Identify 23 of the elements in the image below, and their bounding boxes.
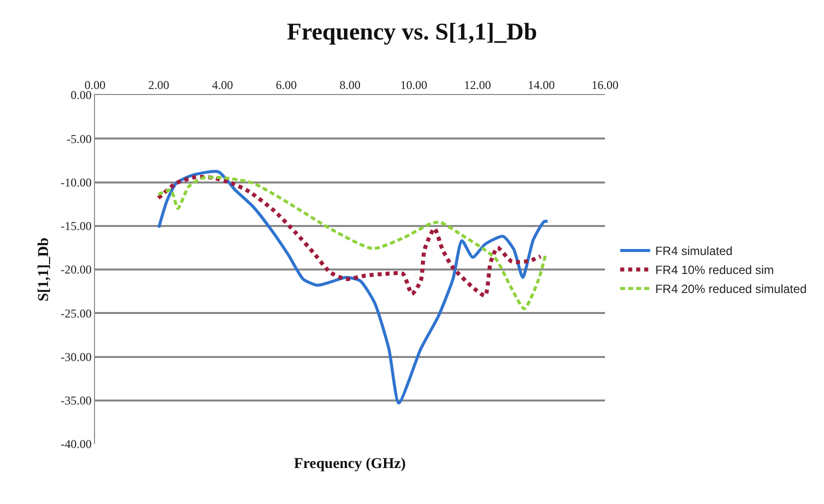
legend-label: FR4 20% reduced simulated [655, 282, 807, 296]
y-tick-label: -35.00 [60, 394, 92, 408]
y-tick-label: -20.00 [60, 262, 92, 277]
chart-title: Frequency vs. S[1,1]_Db [286, 19, 538, 46]
y-tick-label: -30.00 [60, 350, 92, 364]
legend-label: FR4 10% reduced sim [655, 263, 774, 278]
y-tick-label: -25.00 [60, 306, 92, 320]
y-tick-label: -10.00 [60, 175, 92, 190]
x-axis-title: Frequency (GHz) [294, 456, 406, 472]
y-tick-label: -5.00 [66, 132, 92, 146]
x-tick-label: 4.00 [212, 78, 233, 92]
x-tick-label: 16.00 [592, 78, 618, 92]
x-tick-label: 8.00 [340, 78, 360, 92]
x-tick-label: 14.00 [528, 78, 555, 92]
x-tick-label: 10.00 [400, 78, 428, 92]
line-series [157, 170, 550, 404]
y-axis-title: S[1,1]_Db [36, 238, 52, 302]
x-tick-label: 2.00 [148, 78, 170, 92]
x-tick-label: 6.00 [276, 78, 297, 92]
x-tick-label: 12.00 [464, 78, 491, 92]
y-tick-label: -15.00 [60, 219, 92, 234]
y-tick-label: -40.00 [60, 437, 92, 452]
legend-label: FR4 simulated [655, 244, 733, 258]
